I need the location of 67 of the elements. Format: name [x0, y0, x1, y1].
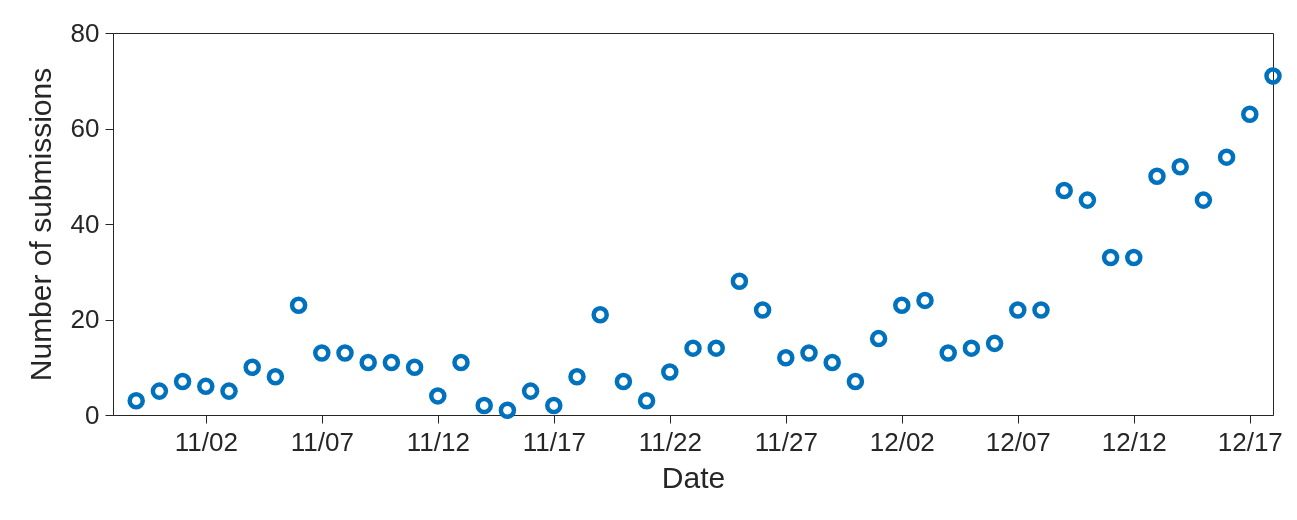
point — [1264, 67, 1282, 85]
x-axis-title: Date — [661, 460, 726, 494]
point — [475, 396, 493, 415]
point — [150, 382, 169, 400]
x-tick-label: 12/07 — [985, 426, 1051, 457]
point — [127, 391, 145, 410]
y-tick-label: 40 — [70, 208, 100, 239]
x-tick-label: 12/02 — [869, 426, 935, 457]
point — [1171, 157, 1189, 176]
point — [939, 344, 957, 362]
x-tick-label: 11/07 — [290, 426, 354, 457]
point — [498, 401, 517, 419]
point — [1055, 181, 1073, 200]
point — [800, 344, 818, 362]
point — [1078, 191, 1097, 209]
y-tick-label: 80 — [70, 17, 100, 48]
x-tick-label: 11/22 — [638, 426, 702, 457]
point — [313, 344, 331, 362]
x-tick-label: 11/02 — [174, 426, 238, 457]
x-tick-label: 12/17 — [1217, 426, 1283, 457]
x-tick-label: 12/12 — [1101, 426, 1167, 457]
point — [753, 301, 772, 319]
point — [730, 272, 749, 291]
point — [823, 353, 841, 372]
point — [243, 358, 261, 377]
point — [405, 358, 424, 377]
point — [591, 305, 609, 324]
point — [1032, 301, 1050, 319]
point — [1148, 167, 1166, 186]
point — [846, 372, 865, 391]
x-tick-label: 11/17 — [522, 426, 586, 457]
point — [429, 387, 447, 405]
point — [359, 353, 377, 372]
point — [568, 368, 586, 386]
x-tick-label: 11/12 — [406, 426, 470, 457]
point — [1009, 301, 1027, 319]
y-tick-label: 60 — [70, 113, 100, 143]
point — [614, 372, 633, 391]
y-tick-label: 20 — [70, 304, 100, 334]
point — [173, 372, 192, 391]
point — [661, 363, 679, 381]
point — [637, 391, 656, 410]
point — [197, 377, 215, 396]
point — [336, 344, 354, 362]
point — [707, 339, 725, 357]
point — [916, 291, 934, 310]
point — [777, 348, 795, 367]
point — [1194, 191, 1213, 209]
point — [289, 296, 308, 314]
point — [869, 329, 888, 348]
point — [1101, 248, 1120, 267]
point — [545, 396, 563, 415]
point — [382, 353, 401, 372]
x-tick-label: 11/27 — [754, 426, 818, 457]
point — [1217, 148, 1236, 166]
point — [684, 339, 702, 357]
y-axis-title: Number of submissions — [23, 67, 57, 382]
point — [1125, 248, 1143, 267]
point — [962, 339, 981, 357]
point — [521, 382, 540, 400]
point — [452, 353, 470, 372]
point — [266, 368, 285, 386]
point — [985, 334, 1004, 353]
point — [1241, 105, 1259, 123]
point — [220, 382, 238, 400]
point — [893, 296, 911, 314]
y-tick-label: 0 — [85, 399, 100, 430]
